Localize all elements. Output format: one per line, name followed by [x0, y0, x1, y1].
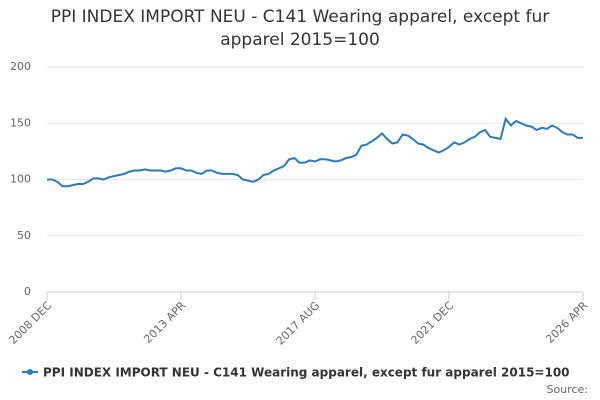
legend-marker: [27, 369, 33, 375]
x-tick-label: 2026 APR: [543, 299, 590, 346]
legend-label: PPI INDEX IMPORT NEU - C141 Wearing appa…: [43, 366, 570, 380]
y-tick-label: 0: [24, 285, 31, 298]
y-tick-label: 200: [10, 60, 31, 73]
chart-title: PPI INDEX IMPORT NEU - C141 Wearing appa…: [50, 7, 550, 50]
x-tick-label: 2021 DEC: [408, 299, 456, 347]
y-tick-label: 50: [17, 229, 31, 242]
x-tick-label: 2008 DEC: [6, 299, 54, 347]
x-tick-label: 2017 AUG: [274, 299, 323, 348]
x-tick-label: 2013 APR: [141, 299, 188, 346]
y-tick-label: 100: [10, 173, 31, 186]
y-tick-label: 150: [10, 116, 31, 129]
source: Source:: [547, 383, 589, 396]
data-line: [47, 116, 583, 188]
